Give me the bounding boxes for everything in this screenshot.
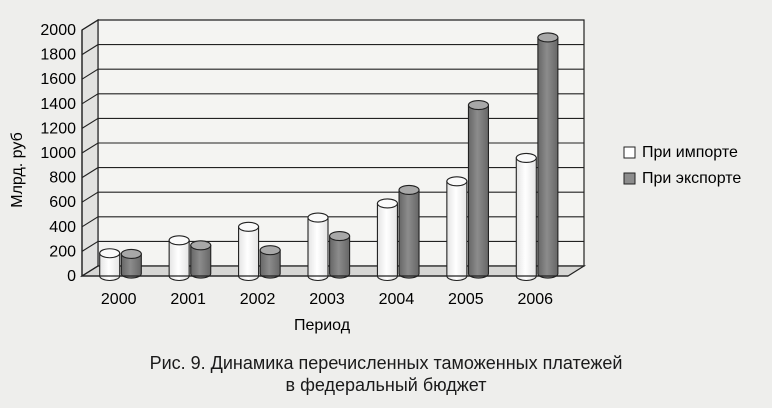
legend: При импорте При экспорте [623,144,741,187]
bar-top [168,235,190,246]
gridline [81,44,584,56]
gridline [81,142,584,154]
bar-body [376,202,398,282]
bar-top [537,32,559,43]
y-tick-label: 1600 [40,71,76,88]
bar-body [329,235,351,279]
bar-body [259,249,281,279]
bar-top [446,176,468,187]
bar-top [259,245,281,256]
x-axis-label: Период [294,317,351,334]
bar [376,198,398,282]
bar [120,248,142,279]
bar [307,212,329,282]
x-axis: 2000 2001 2002 2003 2004 2005 2006 [82,275,568,308]
bar-body [398,189,420,279]
bar [329,231,351,279]
bar [446,176,468,282]
y-tick-label: 800 [49,170,76,187]
bar-body [168,239,190,282]
bar-top [99,248,121,259]
bar-top [238,221,260,232]
bar [190,240,212,279]
bar-body [238,226,260,282]
x-tick-label: 2004 [379,291,415,308]
gridline [81,167,584,179]
caption-line-1: Рис. 9. Динамика перечисленных таможенны… [149,353,623,373]
gridline [81,240,584,252]
gridline [81,265,584,277]
x-tick-label: 2002 [240,291,276,308]
bar-top [190,240,212,251]
bar [515,152,537,282]
bar [99,248,121,282]
legend-swatch [623,146,636,159]
bar-top [467,100,490,111]
y-tick-label: 200 [49,243,76,260]
bar-body [307,217,329,282]
gridline [81,117,584,129]
y-tick-label: 0 [67,268,76,285]
bar-body [537,36,559,279]
bar-body [190,244,212,279]
y-axis: 0 200 400 600 800 1000 1200 1400 1600 1800 2000 [40,22,83,285]
caption-line-2: в федеральный бюджет [285,375,487,395]
y-tick-label: 400 [49,219,76,236]
x-tick-label: 2003 [309,291,345,308]
x-tick-label: 2001 [170,291,206,308]
y-tick-label: 1800 [40,47,76,64]
bar-body [515,157,537,282]
legend-label: При импорте [642,144,738,161]
gridline [81,68,584,80]
gridline [81,216,584,228]
bar-body [120,253,142,279]
bar [537,32,559,279]
bars [99,32,559,282]
bar-top [120,248,142,259]
figure-caption: Рис. 9. Динамика перечисленных таможенны… [0,352,772,396]
gridline [81,19,584,31]
x-tick-label: 2000 [101,291,137,308]
gridlines [81,19,584,277]
bar [398,184,420,279]
bar-body [446,180,468,282]
y-tick-label: 1400 [40,96,76,113]
bar-top [329,231,351,242]
y-tick-label: 2000 [40,22,76,39]
y-tick-label: 1000 [40,145,76,162]
bar [467,100,490,279]
bar-top [376,198,398,209]
gridline [81,191,584,203]
y-axis-label: Млрд. руб [9,132,26,207]
bar [238,221,260,282]
gridline [81,93,584,105]
x-tick-label: 2006 [517,291,553,308]
bar-top [398,184,420,196]
bar-top [515,152,537,163]
y-tick-label: 1200 [40,120,76,137]
bar [168,235,190,282]
legend-swatch [623,172,636,185]
bar-top [307,212,329,223]
legend-label: При экспорте [642,170,741,187]
bar-body [467,104,490,279]
y-tick-label: 600 [49,194,76,211]
x-tick-label: 2005 [448,291,484,308]
bar [259,245,281,279]
